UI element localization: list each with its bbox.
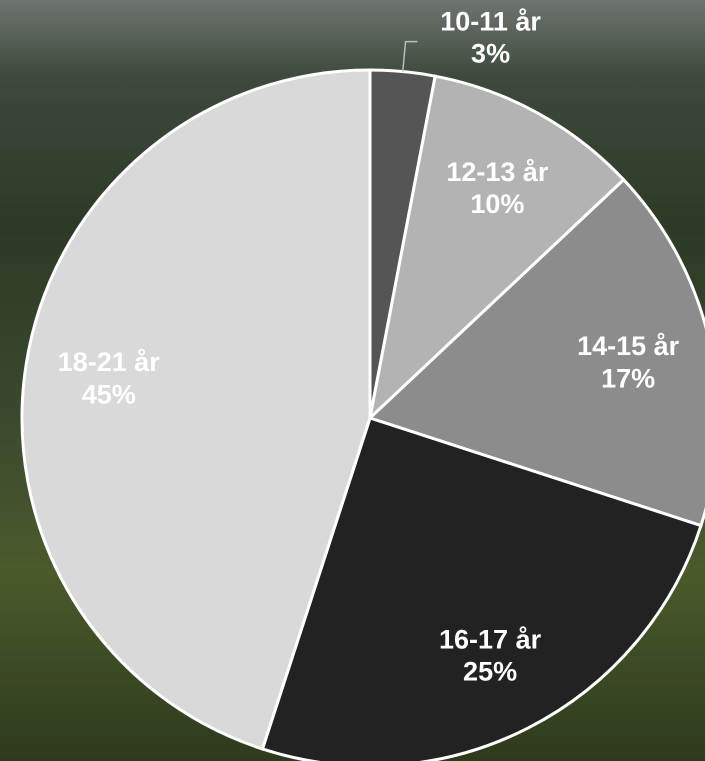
slice-label: 10-11 år 3% xyxy=(440,6,541,68)
value-label: 17% xyxy=(601,363,655,393)
pie-slice xyxy=(367,177,705,528)
slice-label: 14-15 år 17% xyxy=(577,331,680,393)
slice-label: 12-13 år 10% xyxy=(446,157,549,219)
leader-line xyxy=(402,40,418,72)
value-label: 3% xyxy=(471,39,510,69)
slice-label: 16-17 år 25% xyxy=(439,624,542,686)
slice-label: 18-21 år 45% xyxy=(58,347,161,409)
value-label: 45% xyxy=(82,380,136,410)
pie-slice xyxy=(260,416,703,761)
pie-slice xyxy=(367,74,626,423)
category-label: 10-11 år xyxy=(440,6,541,36)
value-label: 10% xyxy=(470,189,524,219)
pie-slice xyxy=(20,68,372,751)
category-label: 14-15 år xyxy=(577,331,680,361)
value-label: 25% xyxy=(463,657,517,687)
category-label: 16-17 år xyxy=(439,624,542,654)
category-label: 18-21 år xyxy=(58,347,161,377)
category-label: 12-13 år xyxy=(446,157,549,187)
